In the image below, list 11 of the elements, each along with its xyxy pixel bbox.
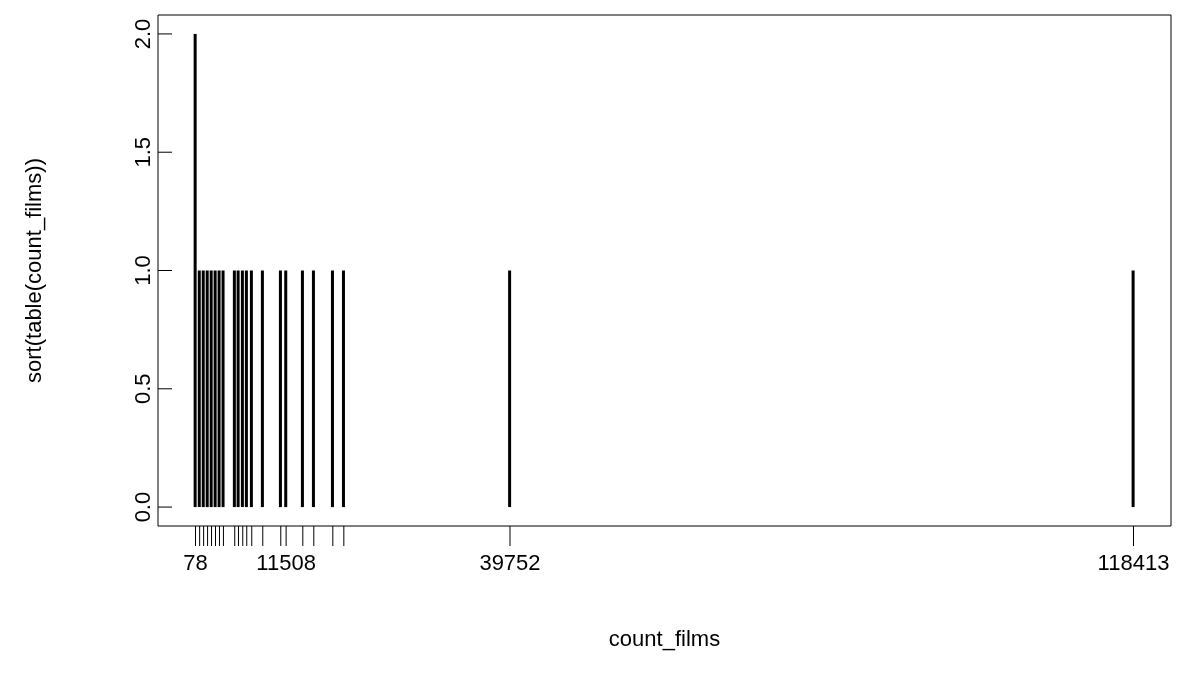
x-tick-label: 11508 (256, 550, 316, 575)
y-tick-label: 0.5 (130, 373, 155, 405)
x-tick-label: 118413 (1097, 550, 1170, 575)
y-tick-label: 0.0 (130, 491, 155, 523)
x-axis-title: count_films (608, 626, 721, 651)
y-tick-label: 1.5 (130, 136, 155, 168)
x-tick-label: 78 (183, 550, 208, 575)
y-tick-label: 1.0 (130, 255, 155, 286)
y-axis-title: sort(table(count_films)) (20, 158, 46, 383)
x-tick-label: 39752 (479, 550, 541, 575)
y-tick-label: 2.0 (130, 18, 155, 50)
